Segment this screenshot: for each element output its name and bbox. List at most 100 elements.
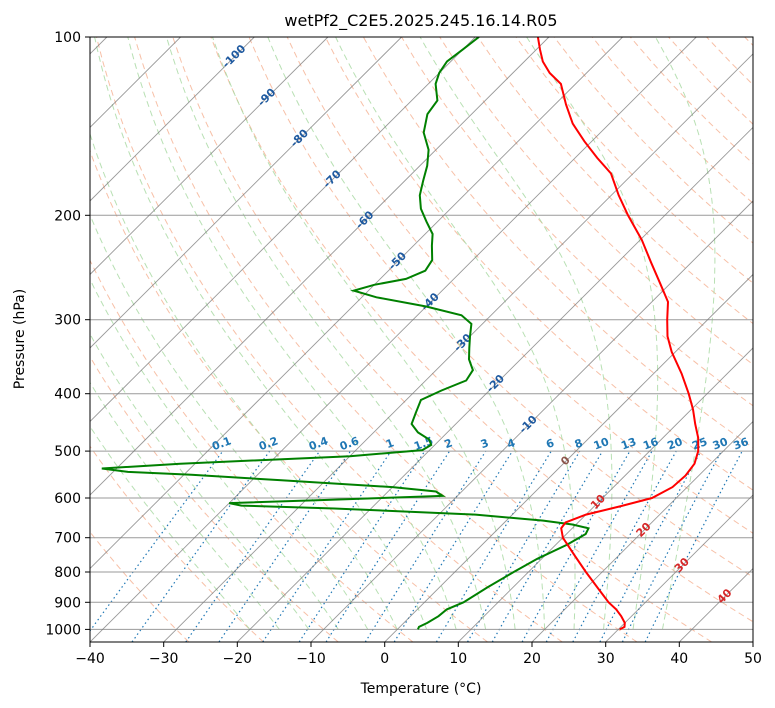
isotherm-line bbox=[236, 126, 753, 642]
isotherm-line bbox=[90, 37, 550, 496]
mixing-ratio-line bbox=[572, 450, 677, 642]
moist-adiabat-line bbox=[419, 37, 613, 630]
dry-adiabat-line bbox=[90, 445, 264, 642]
y-tick-label: 400 bbox=[54, 387, 81, 403]
moist-adiabat-line bbox=[90, 381, 280, 630]
isotherm-line bbox=[90, 37, 255, 202]
background-grid bbox=[90, 37, 753, 642]
plot-area bbox=[90, 37, 753, 642]
y-axis-label: Pressure (hPa) bbox=[12, 289, 28, 389]
mixing-ratio-label: 36 bbox=[732, 435, 751, 453]
dry-adiabat-line bbox=[324, 37, 753, 491]
isotherms bbox=[90, 37, 753, 642]
moist-adiabat-line bbox=[526, 37, 659, 630]
mixing-ratio-line bbox=[466, 450, 581, 642]
y-tick-label: 500 bbox=[54, 444, 81, 460]
moist-adiabat-line bbox=[127, 37, 457, 630]
y-axis: 1000 900 800 700 600 500 400 300 200 100 bbox=[45, 30, 90, 638]
x-axis: −40 −30 −20 −10 0 10 20 30 40 50 bbox=[75, 642, 762, 667]
x-tick-label: 30 bbox=[597, 651, 615, 667]
moist-adiabat-line bbox=[267, 37, 546, 630]
mixing-ratio-line bbox=[298, 450, 426, 642]
isotherm-line bbox=[90, 37, 329, 276]
mixing-ratio-label: 6 bbox=[544, 436, 556, 451]
moist-adiabat-line bbox=[90, 213, 369, 630]
y-tick-label: 700 bbox=[54, 531, 81, 547]
mixing-ratio-label: 0.1 bbox=[210, 434, 233, 453]
y-tick-label: 1000 bbox=[45, 622, 81, 638]
isotherm-line bbox=[457, 347, 753, 642]
moist-adiabats bbox=[90, 37, 716, 630]
y-tick-label: 800 bbox=[54, 565, 81, 581]
mixing-ratio-label: 4 bbox=[505, 436, 517, 451]
mixing-ratio-label: 13 bbox=[619, 435, 638, 452]
y-tick-label: 600 bbox=[54, 491, 81, 507]
mixing-ratio-label: 20 bbox=[666, 435, 685, 453]
isotherm-line bbox=[163, 53, 753, 642]
mixing-ratio-label: 30 bbox=[711, 435, 730, 453]
moist-adiabat-line bbox=[90, 333, 310, 630]
mixing-ratio-line bbox=[218, 450, 351, 642]
isotherm-line bbox=[90, 37, 476, 423]
x-tick-label: 0 bbox=[380, 651, 389, 667]
mixing-ratio-label: 2 bbox=[443, 436, 455, 451]
dry-adiabat-line bbox=[515, 37, 753, 284]
mixing-ratio-label: 10 bbox=[592, 435, 611, 453]
isotherm-line bbox=[90, 37, 402, 349]
mixing-ratio-label: 25 bbox=[690, 435, 709, 452]
mixing-ratio-line bbox=[185, 450, 321, 642]
x-tick-label: 40 bbox=[670, 651, 688, 667]
x-tick-label: −10 bbox=[296, 651, 326, 667]
mixing-ratio-line bbox=[262, 450, 392, 642]
isotherm-line bbox=[310, 200, 753, 642]
mixing-ratio-label: 8 bbox=[573, 436, 585, 451]
dry-adiabat-line bbox=[477, 37, 753, 325]
moist-adiabat-line bbox=[654, 37, 716, 630]
x-tick-label: 50 bbox=[744, 651, 762, 667]
profiles bbox=[101, 37, 700, 631]
x-axis-label: Temperature (°C) bbox=[360, 681, 482, 697]
dry-adiabat-line bbox=[96, 37, 563, 642]
mixing-ratio-line bbox=[435, 450, 552, 642]
isotherm-line bbox=[90, 37, 697, 642]
y-tick-label: 100 bbox=[54, 30, 81, 46]
moist-adiabat-line bbox=[166, 37, 487, 630]
dry-adiabat-line bbox=[286, 37, 753, 534]
mixing-ratio-label: 0.4 bbox=[307, 434, 330, 453]
isotherm-line bbox=[605, 494, 753, 642]
dry-adiabat-line bbox=[172, 37, 712, 642]
moist-adiabat-line bbox=[90, 132, 398, 630]
mixing-ratio-line bbox=[599, 450, 702, 642]
mixing-ratio-label: 16 bbox=[641, 435, 660, 453]
y-tick-label: 900 bbox=[54, 595, 81, 611]
dewpoint-profile-line bbox=[101, 37, 590, 630]
isotherm-line bbox=[384, 273, 753, 642]
dry-adiabat-line bbox=[210, 37, 753, 623]
moist-adiabat-line bbox=[90, 425, 251, 630]
y-tick-label: 200 bbox=[54, 208, 81, 224]
mixing-ratio-label: 3 bbox=[479, 436, 491, 451]
dry-adiabat-line bbox=[90, 259, 414, 642]
chart-title: wetPf2_C2E5.2025.245.16.14.R05 bbox=[284, 11, 557, 31]
y-tick-label: 300 bbox=[54, 313, 81, 329]
moist-adiabat-line bbox=[335, 37, 576, 630]
x-tick-label: −20 bbox=[223, 651, 253, 667]
dry-adiabat-line bbox=[248, 37, 753, 578]
mixing-ratio-label: 1 bbox=[384, 436, 396, 451]
mixing-ratio-line bbox=[364, 450, 487, 642]
x-tick-label: 20 bbox=[523, 651, 541, 667]
isotherm-line bbox=[531, 420, 753, 642]
x-tick-label: −40 bbox=[75, 651, 105, 667]
plot-frame bbox=[89, 36, 754, 643]
mixing-ratio-lines bbox=[90, 450, 743, 642]
x-tick-label: −30 bbox=[149, 651, 179, 667]
moist-adiabat-line bbox=[94, 37, 428, 630]
x-tick-label: 10 bbox=[449, 651, 467, 667]
isotherm-line bbox=[90, 37, 623, 570]
moist-adiabat-line bbox=[212, 37, 516, 630]
temperature-profile-line bbox=[536, 37, 700, 631]
mixing-ratio-label: 0.6 bbox=[338, 434, 361, 453]
mixing-ratio-label: 0.2 bbox=[257, 434, 280, 453]
mixing-ratio-line bbox=[325, 450, 451, 642]
